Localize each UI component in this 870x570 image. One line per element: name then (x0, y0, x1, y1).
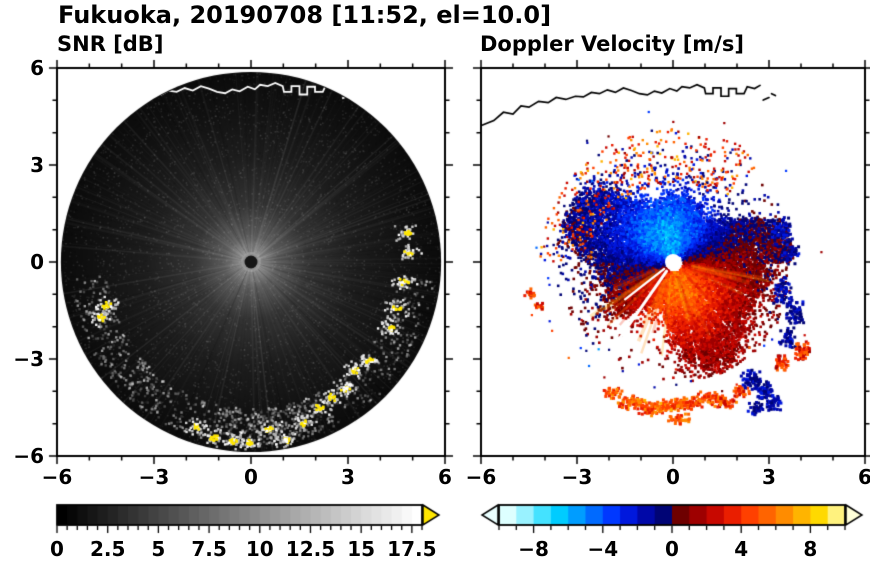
y-tick-label: −3 (13, 347, 44, 371)
colorbar-tick-label: 0 (50, 537, 64, 561)
colorbar-tick-label: 10 (245, 537, 274, 561)
colorbar-tick-label: 7.5 (191, 537, 227, 561)
velocity-radar-canvas (471, 58, 870, 466)
colorbar-tick-label: 0 (665, 537, 679, 561)
snr-colorbar-labels: 0 2.5 5 7.5 10 12.5 15 17.5 (50, 537, 436, 563)
x-tick-label: 0 (244, 465, 258, 489)
colorbar-tick-label: 15 (347, 537, 376, 561)
x-tick-label: 3 (762, 465, 776, 489)
velocity-colorbar-labels: −8 −4 0 4 8 (499, 537, 845, 563)
y-tick-label: −6 (13, 444, 44, 468)
x-tick-label: 6 (858, 465, 870, 489)
x-tick-label: −6 (41, 465, 73, 489)
colorbar-tick-label: 5 (151, 537, 166, 561)
figure-title: Fukuoka, 20190708 [11:52, el=10.0] (58, 1, 552, 29)
x-tick-label: 6 (438, 465, 452, 489)
snr-radar-canvas (47, 58, 455, 466)
y-tick-label: 0 (30, 250, 44, 274)
colorbar-tick-label: 12.5 (285, 537, 336, 561)
colorbar-tick-label: 2.5 (89, 537, 126, 561)
snr-colorbar (47, 497, 457, 541)
velocity-colorbar (473, 497, 870, 541)
snr-panel-title: SNR [dB] (57, 32, 164, 56)
x-tick-label: 0 (666, 465, 680, 489)
y-tick-label: 3 (30, 153, 44, 177)
x-tick-label: 3 (341, 465, 355, 489)
x-tick-label: −3 (138, 465, 170, 489)
colorbar-tick-label: −4 (587, 537, 619, 561)
colorbar-tick-label: −8 (518, 537, 549, 561)
colorbar-tick-label: 4 (734, 537, 749, 561)
x-tick-label: −3 (561, 465, 593, 489)
x-tick-label: −6 (465, 465, 497, 489)
colorbar-tick-label: 17.5 (387, 537, 437, 561)
y-tick-label: 6 (30, 56, 44, 80)
velocity-panel-title: Doppler Velocity [m/s] (480, 32, 744, 56)
colorbar-tick-label: 8 (803, 537, 818, 561)
